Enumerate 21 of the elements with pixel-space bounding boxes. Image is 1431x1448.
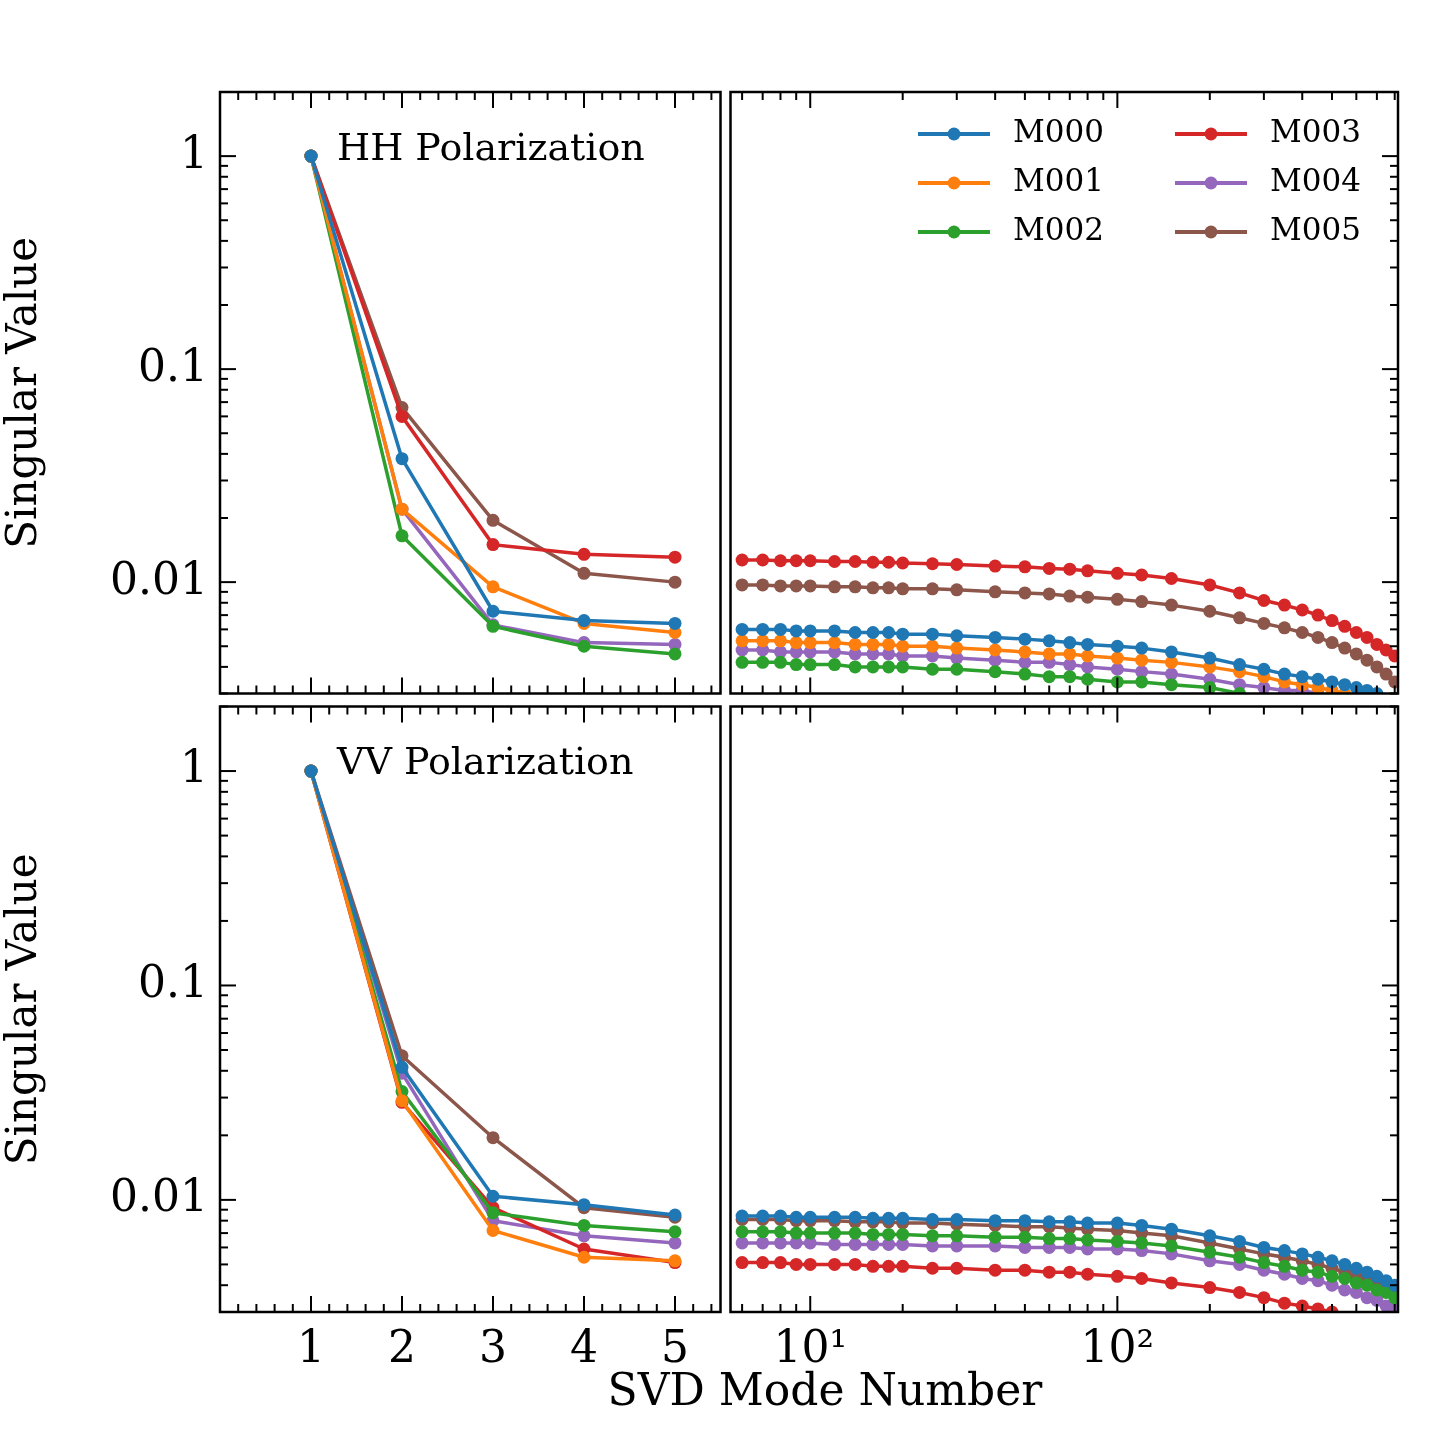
legend-label: M003 (1270, 113, 1361, 150)
y-axis-title: Singular Value (0, 853, 47, 1166)
legend-label: M004 (1270, 162, 1361, 199)
y-tick-label: 0.01 (110, 1170, 208, 1222)
legend-label: M002 (1013, 211, 1104, 248)
y-tick-label: 0.1 (138, 339, 208, 391)
x-tick-label: 10² (1080, 1320, 1155, 1372)
annotation: VV Polarization (336, 739, 634, 784)
y-tick-label: 0.01 (110, 552, 208, 604)
x-tick-label: 3 (479, 1320, 507, 1372)
y-tick-label: 1 (180, 126, 208, 178)
legend-label: M005 (1270, 211, 1361, 248)
x-tick-label: 1 (297, 1320, 325, 1372)
legend-label: M001 (1013, 162, 1104, 199)
x-tick-label: 4 (570, 1320, 598, 1372)
annotation: HH Polarization (337, 124, 645, 169)
y-tick-label: 0.1 (138, 955, 208, 1007)
y-axis-title: Singular Value (0, 236, 47, 549)
y-tick-label: 1 (180, 741, 208, 793)
x-tick-label: 2 (388, 1320, 416, 1372)
legend-label: M000 (1013, 113, 1104, 150)
